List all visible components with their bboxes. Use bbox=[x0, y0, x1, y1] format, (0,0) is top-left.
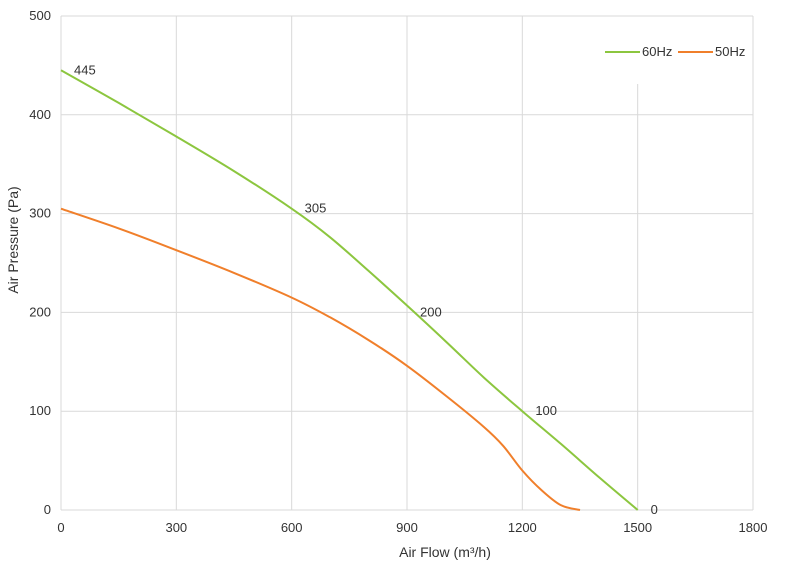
data-label: 0 bbox=[651, 502, 658, 517]
grid bbox=[60, 15, 754, 511]
x-tick-label: 1200 bbox=[508, 520, 537, 535]
data-label: 305 bbox=[305, 201, 327, 216]
x-tick-label: 300 bbox=[165, 520, 187, 535]
y-axis-title: Air Pressure (Pa) bbox=[5, 186, 21, 293]
y-tick-label: 200 bbox=[29, 304, 51, 319]
x-tick-label: 600 bbox=[281, 520, 303, 535]
y-tick-label: 100 bbox=[29, 403, 51, 418]
data-labels: 445 305 200 100 0 bbox=[74, 62, 658, 517]
series-line-60hz bbox=[60, 69, 639, 511]
y-tick-label: 500 bbox=[29, 8, 51, 23]
x-tick-label: 0 bbox=[57, 520, 64, 535]
x-tick-label: 1800 bbox=[739, 520, 768, 535]
legend: 60Hz 50Hz bbox=[600, 38, 750, 66]
series-lines bbox=[60, 69, 639, 511]
data-label: 100 bbox=[535, 403, 557, 418]
x-axis-title: Air Flow (m³/h) bbox=[399, 544, 491, 560]
y-tick-label: 300 bbox=[29, 206, 51, 221]
legend-label-60hz: 60Hz bbox=[642, 44, 672, 59]
data-label: 445 bbox=[74, 62, 96, 77]
x-tick-label: 1500 bbox=[623, 520, 652, 535]
data-label: 200 bbox=[420, 304, 442, 319]
legend-label-50hz: 50Hz bbox=[715, 44, 745, 59]
x-tick-label: 900 bbox=[396, 520, 418, 535]
y-tick-label: 0 bbox=[44, 502, 51, 517]
y-tick-label: 400 bbox=[29, 107, 51, 122]
tick-labels: 0 100 200 300 400 500 0 300 600 900 1200 1500 1800 bbox=[29, 8, 767, 535]
series-line-50hz bbox=[60, 207, 581, 511]
